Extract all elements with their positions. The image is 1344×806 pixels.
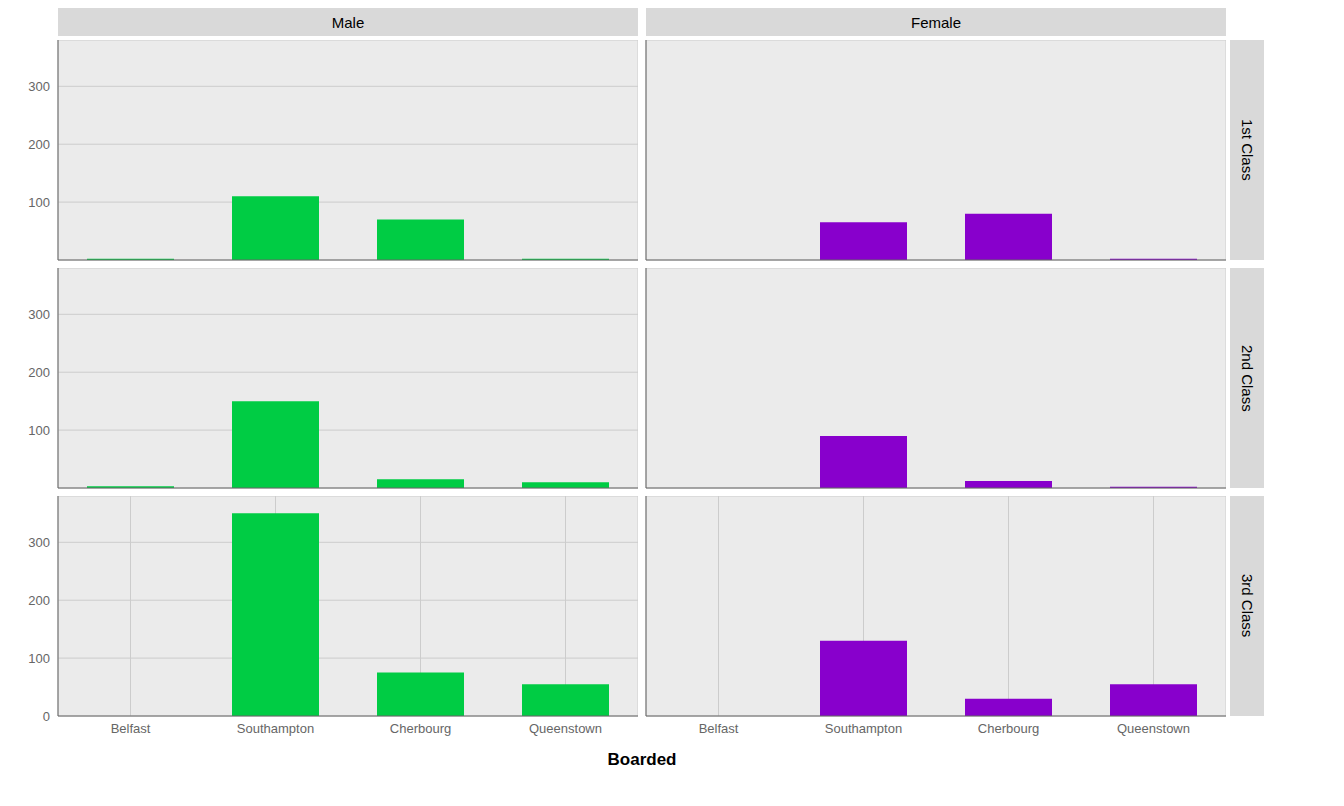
html-text:3rd Class: 3rd Class [1238,574,1256,638]
svg-text:Cherbourg: Cherbourg [390,721,451,736]
html-text:Male: Male [331,13,365,31]
svg-text:200: 200 [28,593,50,608]
svg-text:Queenstown: Queenstown [1117,721,1190,736]
html-text:Boarded: Boarded [607,750,677,769]
svg-text:100: 100 [28,423,50,438]
svg-text:100: 100 [28,651,50,666]
svg-text:Belfast: Belfast [699,721,739,736]
svg-text:Queenstown: Queenstown [529,721,602,736]
svg-text:300: 300 [28,535,50,550]
html-text:1st Class: 1st Class [1238,119,1256,181]
svg-text:200: 200 [28,365,50,380]
svg-text:300: 300 [28,307,50,322]
html-text:2nd Class: 2nd Class [1238,344,1256,412]
svg-text:300: 300 [28,79,50,94]
svg-text:Southampton: Southampton [825,721,902,736]
svg-text:Belfast: Belfast [111,721,151,736]
svg-text:Cherbourg: Cherbourg [978,721,1039,736]
svg-text:200: 200 [28,137,50,152]
svg-text:Southampton: Southampton [237,721,314,736]
svg-text:100: 100 [28,195,50,210]
svg-text:0: 0 [43,709,50,724]
html-text:Female: Female [911,13,961,31]
